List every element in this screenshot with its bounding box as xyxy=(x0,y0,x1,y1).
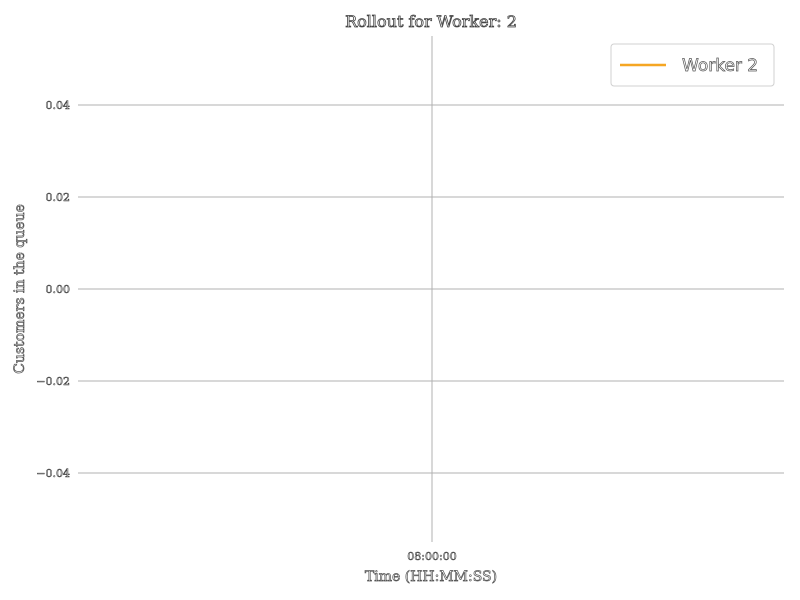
y-tick-label: −0.02 xyxy=(36,375,70,388)
y-tick-label: 0.00 xyxy=(46,283,71,296)
legend-label-worker-2: Worker 2 xyxy=(682,56,758,76)
x-axis-label: Time (HH:MM:SS) xyxy=(365,569,497,585)
chart-title: Rollout for Worker: 2 xyxy=(345,12,517,31)
grid xyxy=(78,36,784,542)
y-tick-label: 0.04 xyxy=(46,99,71,112)
x-tick-label: 08:00:00 xyxy=(407,550,456,563)
y-tick-label: 0.02 xyxy=(46,191,71,204)
legend: Worker 2 xyxy=(610,43,775,87)
y-tick-labels: 0.04 0.02 0.00 −0.02 −0.04 xyxy=(36,99,71,481)
y-axis-label: Customers in the queue xyxy=(12,204,28,374)
legend-box xyxy=(610,43,775,87)
x-tick-labels: 08:00:00 xyxy=(407,550,457,564)
y-tick-label: −0.04 xyxy=(36,467,70,480)
